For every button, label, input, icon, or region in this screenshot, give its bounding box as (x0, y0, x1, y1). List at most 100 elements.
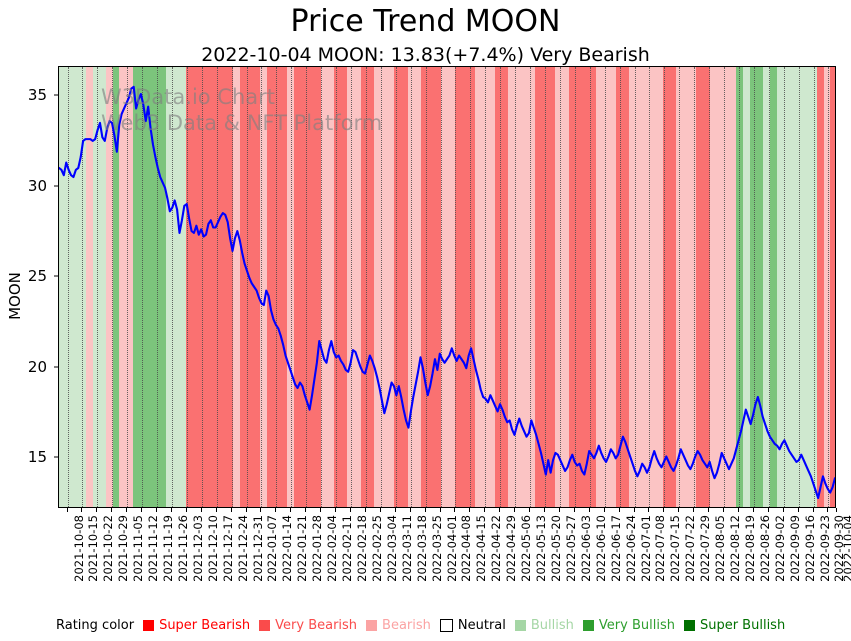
x-tick-label: 2022-03-04 (384, 515, 399, 582)
legend-swatch (514, 619, 526, 631)
x-tick-mark (469, 508, 471, 512)
x-tick-mark (782, 508, 784, 512)
grid-line (470, 67, 472, 507)
rating-band (454, 67, 476, 507)
x-tick-mark (514, 508, 516, 512)
grid-line (440, 67, 442, 507)
x-tick-label: 2021-11-26 (175, 515, 190, 582)
x-tick-label: 2021-11-05 (131, 515, 146, 582)
rating-band (555, 67, 570, 507)
x-tick-label: 2022-02-11 (340, 515, 355, 582)
legend-label: Very Bearish (275, 617, 358, 633)
rating-band (287, 67, 295, 507)
x-tick-label: 2021-11-12 (146, 515, 161, 582)
legend-swatch (366, 619, 378, 631)
x-tick-mark (618, 508, 620, 512)
x-tick-mark (170, 508, 172, 512)
legend-item: Very Bearish (259, 618, 357, 633)
rating-band (166, 67, 188, 507)
rating-band (676, 67, 697, 507)
rating-band (320, 67, 335, 507)
rating-band (394, 67, 409, 507)
legend-swatch (259, 619, 271, 631)
x-tick-mark (290, 508, 292, 512)
legend-label: Super Bullish (699, 617, 786, 633)
grid-line (783, 67, 785, 507)
rating-band (186, 67, 234, 507)
y-tick-mark (54, 456, 58, 458)
x-tick-label: 2022-01-14 (280, 515, 295, 582)
y-tick-mark (54, 94, 58, 96)
x-tick-label: 2022-07-08 (653, 515, 668, 582)
x-tick-label: 2022-09-02 (772, 515, 787, 582)
rating-band (830, 67, 835, 507)
x-tick-mark (409, 508, 411, 512)
rating-band (92, 67, 107, 507)
grid-line (530, 67, 532, 507)
x-tick-label: 2022-03-11 (399, 515, 414, 582)
x-tick-label: 2021-12-24 (235, 515, 250, 582)
rating-band (776, 67, 818, 507)
legend-label: Very Bullish (598, 617, 675, 633)
x-tick-mark (96, 508, 98, 512)
x-tick-label: 2022-05-20 (548, 515, 563, 582)
price-line-series (59, 67, 835, 507)
legend-swatch (143, 619, 155, 631)
grid-line (157, 67, 159, 507)
y-tick-label: 25 (27, 267, 47, 286)
y-tick-label: 15 (27, 448, 47, 467)
grid-line (291, 67, 293, 507)
x-tick-label: 2022-06-03 (578, 515, 593, 582)
rating-band (749, 67, 764, 507)
x-tick-label: 2022-06-10 (593, 515, 608, 582)
grid-line (813, 67, 815, 507)
x-tick-mark (708, 508, 710, 512)
grid-line (171, 67, 173, 507)
grid-line (380, 67, 382, 507)
legend-swatch (683, 619, 695, 631)
x-tick-label: 2021-12-17 (220, 515, 235, 582)
grid-line (649, 67, 651, 507)
x-tick-mark (81, 508, 83, 512)
x-tick-label: 2022-07-15 (668, 515, 683, 582)
rating-band (696, 67, 711, 507)
x-tick-label: 2022-10-04 (841, 515, 851, 582)
x-tick-mark (335, 508, 337, 512)
rating-band (662, 67, 677, 507)
y-tick-label: 20 (27, 357, 47, 376)
grid-line (231, 67, 233, 507)
grid-line (97, 67, 99, 507)
grid-line (351, 67, 353, 507)
grid-line (604, 67, 606, 507)
x-tick-label: 2022-05-27 (563, 515, 578, 582)
x-tick-mark (633, 508, 635, 512)
grid-line (127, 67, 129, 507)
x-tick-label: 2022-05-06 (519, 515, 534, 582)
x-tick-label: 2021-12-31 (250, 515, 265, 582)
x-tick-mark (603, 508, 605, 512)
grid-line (709, 67, 711, 507)
x-tick-label: 2022-08-12 (728, 515, 743, 582)
grid-line (425, 67, 427, 507)
x-tick-mark (320, 508, 322, 512)
grid-line (589, 67, 591, 507)
x-tick-mark (723, 508, 725, 512)
rating-band (85, 67, 94, 507)
x-tick-mark (454, 508, 456, 512)
grid-line (365, 67, 367, 507)
x-tick-mark (364, 508, 366, 512)
x-tick-mark (141, 508, 143, 512)
rating-color-bands (59, 67, 835, 507)
grid-line (768, 67, 770, 507)
chart-subtitle: 2022-10-04 MOON: 13.83(+7.4%) Very Beari… (201, 44, 650, 66)
grid-line (828, 67, 830, 507)
x-tick-label: 2022-07-22 (683, 515, 698, 582)
x-tick-mark (424, 508, 426, 512)
x-tick-mark (185, 508, 187, 512)
grid-line (500, 67, 502, 507)
grid-line (246, 67, 248, 507)
grid-line (738, 67, 740, 507)
rating-band (112, 67, 120, 507)
rating-band (374, 67, 395, 507)
